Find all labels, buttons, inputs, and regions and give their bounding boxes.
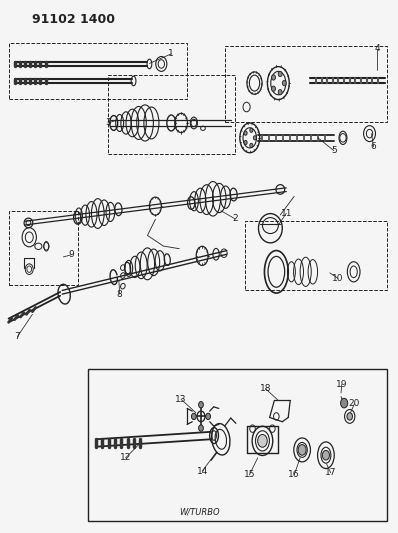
Text: 8: 8 [117, 289, 123, 298]
Circle shape [278, 71, 282, 77]
Circle shape [258, 434, 267, 447]
Text: 16: 16 [289, 471, 300, 479]
Text: 20: 20 [349, 399, 360, 408]
Circle shape [244, 131, 247, 135]
Text: 91102 1400: 91102 1400 [32, 13, 115, 26]
Text: 14: 14 [197, 467, 208, 475]
Circle shape [250, 128, 253, 132]
Text: 5: 5 [331, 146, 337, 155]
Circle shape [278, 90, 282, 95]
Bar [9, 43, 187, 99]
Circle shape [282, 80, 286, 86]
Text: 1: 1 [168, 50, 174, 58]
Circle shape [244, 140, 247, 144]
Text: 10: 10 [332, 273, 343, 282]
Circle shape [322, 450, 330, 460]
Circle shape [206, 413, 211, 419]
Circle shape [199, 401, 203, 408]
Text: 3: 3 [105, 118, 111, 127]
Text: 15: 15 [244, 471, 255, 479]
Bar [88, 369, 387, 521]
Text: 17: 17 [325, 469, 336, 477]
Circle shape [271, 86, 275, 91]
Text: 11: 11 [281, 209, 292, 218]
Text: 12: 12 [120, 454, 131, 463]
Circle shape [347, 413, 353, 420]
Text: W/TURBO: W/TURBO [179, 507, 219, 516]
Text: 9: 9 [68, 251, 74, 260]
Circle shape [199, 425, 203, 431]
Text: 2: 2 [232, 214, 238, 223]
Text: 19: 19 [336, 380, 347, 389]
Text: 18: 18 [260, 384, 271, 393]
Circle shape [271, 75, 275, 80]
Circle shape [191, 413, 196, 419]
Bar [245, 221, 387, 290]
Circle shape [254, 136, 256, 140]
Text: 7: 7 [14, 332, 20, 341]
Circle shape [298, 445, 306, 455]
Circle shape [341, 398, 348, 408]
Text: 4: 4 [375, 44, 380, 53]
Bar [108, 75, 235, 154]
Bar [225, 46, 387, 122]
Text: 6: 6 [371, 142, 377, 151]
Bar [9, 211, 78, 285]
Circle shape [250, 143, 253, 148]
Text: 13: 13 [176, 395, 187, 404]
